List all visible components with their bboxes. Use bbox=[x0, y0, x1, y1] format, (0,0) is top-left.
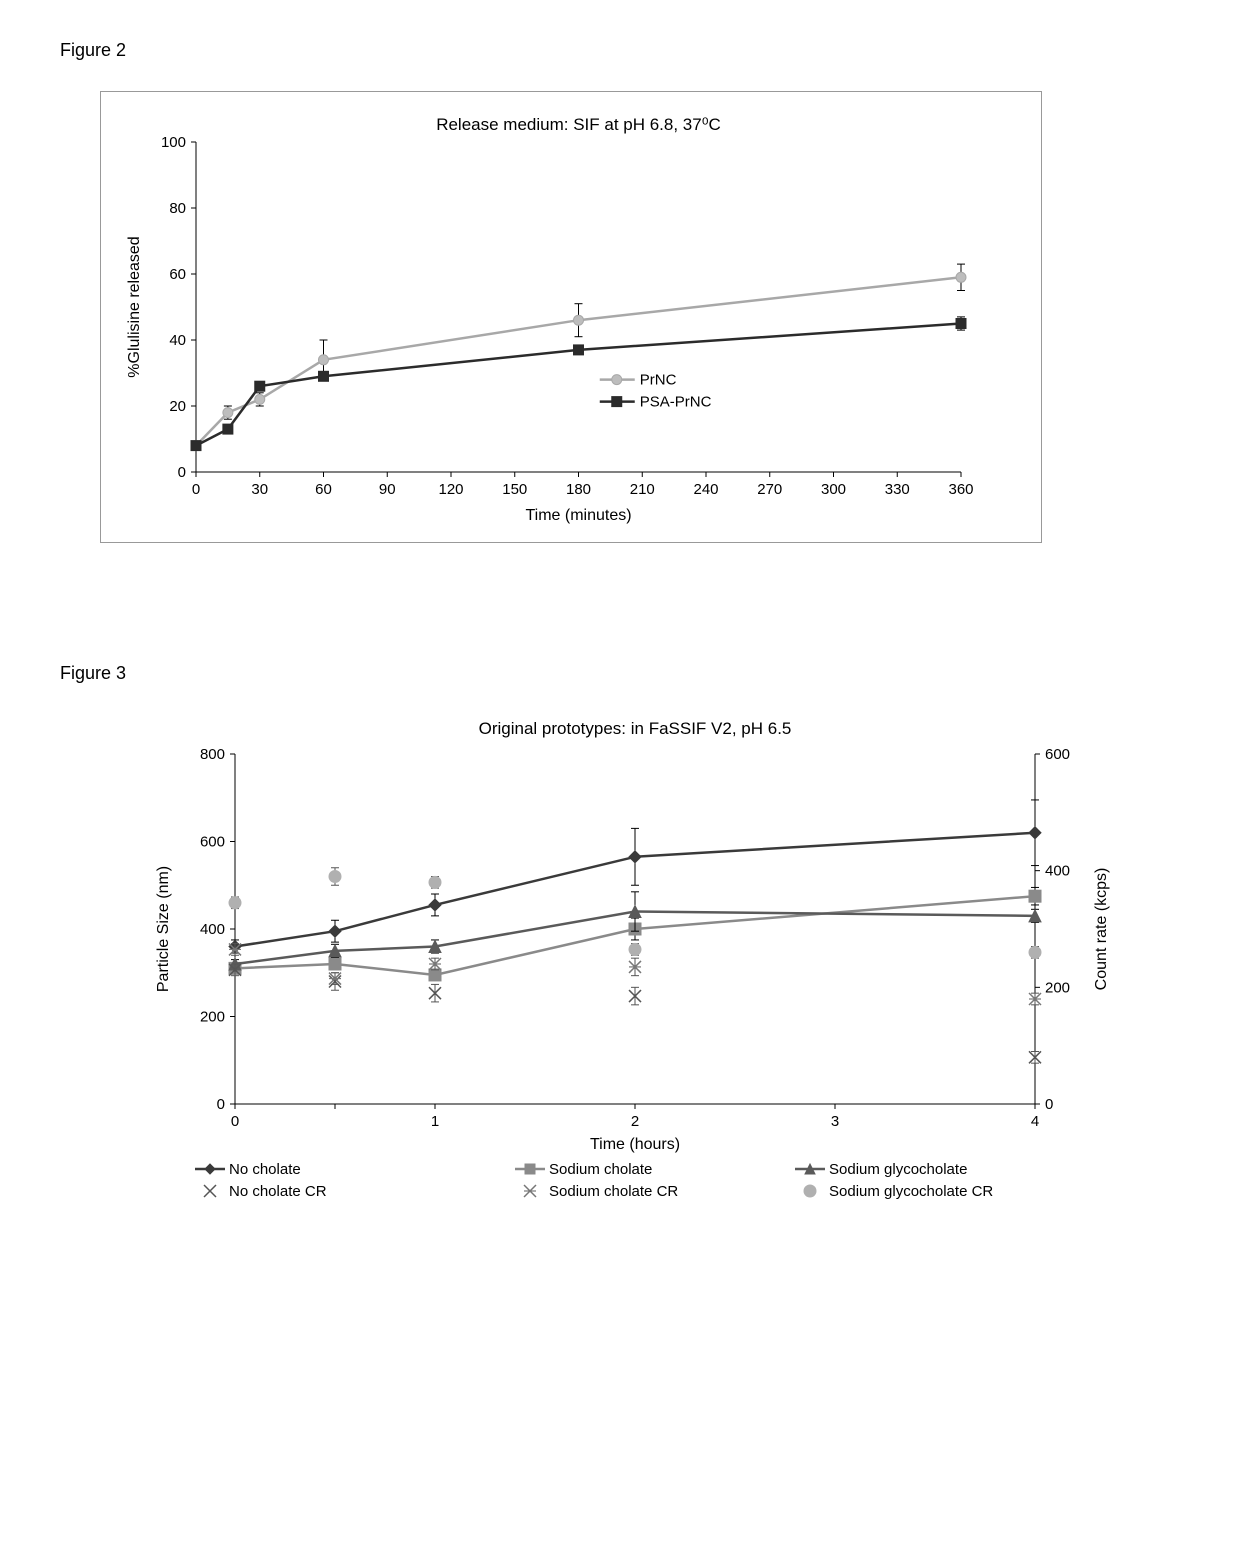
svg-text:180: 180 bbox=[566, 481, 591, 498]
figure2-chart: 0 20 40 60 80 100 0 30 60 90 120 150 180 210 240 270 300… bbox=[100, 91, 1042, 543]
svg-text:400: 400 bbox=[1045, 863, 1070, 880]
svg-text:Sodium glycocholate: Sodium glycocholate bbox=[829, 1161, 967, 1178]
svg-text:30: 30 bbox=[251, 481, 268, 498]
svg-text:Release medium: SIF at pH 6.8,: Release medium: SIF at pH 6.8, 37⁰C bbox=[436, 115, 721, 134]
svg-text:90: 90 bbox=[379, 481, 396, 498]
svg-text:PSA-PrNC: PSA-PrNC bbox=[640, 394, 712, 411]
svg-text:Count rate (kcps): Count rate (kcps) bbox=[1093, 868, 1110, 991]
svg-text:210: 210 bbox=[630, 481, 655, 498]
svg-text:3: 3 bbox=[831, 1113, 839, 1130]
svg-text:360: 360 bbox=[948, 481, 973, 498]
svg-text:270: 270 bbox=[757, 481, 782, 498]
svg-text:40: 40 bbox=[169, 332, 186, 349]
svg-text:Original prototypes: in FaSSIF: Original prototypes: in FaSSIF V2, pH 6.… bbox=[479, 719, 792, 738]
svg-text:Time (hours): Time (hours) bbox=[590, 1136, 680, 1153]
svg-text:Sodium glycocholate CR: Sodium glycocholate CR bbox=[829, 1183, 993, 1200]
svg-text:No cholate CR: No cholate CR bbox=[229, 1183, 327, 1200]
svg-text:No cholate: No cholate bbox=[229, 1161, 301, 1178]
svg-text:240: 240 bbox=[693, 481, 718, 498]
svg-text:60: 60 bbox=[169, 266, 186, 283]
svg-text:120: 120 bbox=[438, 481, 463, 498]
svg-text:300: 300 bbox=[821, 481, 846, 498]
svg-text:600: 600 bbox=[200, 834, 225, 851]
svg-text:400: 400 bbox=[200, 921, 225, 938]
svg-text:Time (minutes): Time (minutes) bbox=[525, 507, 631, 524]
svg-text:150: 150 bbox=[502, 481, 527, 498]
svg-text:80: 80 bbox=[169, 200, 186, 217]
svg-text:PrNC: PrNC bbox=[640, 372, 677, 389]
svg-text:%Glulisine released: %Glulisine released bbox=[126, 236, 143, 377]
svg-text:600: 600 bbox=[1045, 746, 1070, 763]
svg-text:20: 20 bbox=[169, 398, 186, 415]
svg-text:100: 100 bbox=[161, 134, 186, 151]
figure3-chart: 0 200 400 600 800 0 200 400 600 0 1 2 3 4 Original pro… bbox=[140, 714, 1120, 1214]
svg-text:0: 0 bbox=[1045, 1096, 1053, 1113]
svg-text:200: 200 bbox=[1045, 979, 1070, 996]
figure3-label: Figure 3 bbox=[60, 663, 1180, 684]
svg-text:Particle Size (nm): Particle Size (nm) bbox=[155, 866, 172, 992]
svg-text:800: 800 bbox=[200, 746, 225, 763]
svg-text:200: 200 bbox=[200, 1009, 225, 1026]
svg-text:0: 0 bbox=[231, 1113, 239, 1130]
svg-text:1: 1 bbox=[431, 1113, 439, 1130]
svg-text:0: 0 bbox=[217, 1096, 225, 1113]
svg-text:Sodium cholate: Sodium cholate bbox=[549, 1161, 652, 1178]
svg-text:60: 60 bbox=[315, 481, 332, 498]
figure2-label: Figure 2 bbox=[60, 40, 1180, 61]
svg-text:Sodium cholate CR: Sodium cholate CR bbox=[549, 1183, 678, 1200]
svg-text:0: 0 bbox=[192, 481, 200, 498]
svg-text:0: 0 bbox=[178, 464, 186, 481]
svg-text:4: 4 bbox=[1031, 1113, 1039, 1130]
svg-text:2: 2 bbox=[631, 1113, 639, 1130]
svg-text:330: 330 bbox=[885, 481, 910, 498]
